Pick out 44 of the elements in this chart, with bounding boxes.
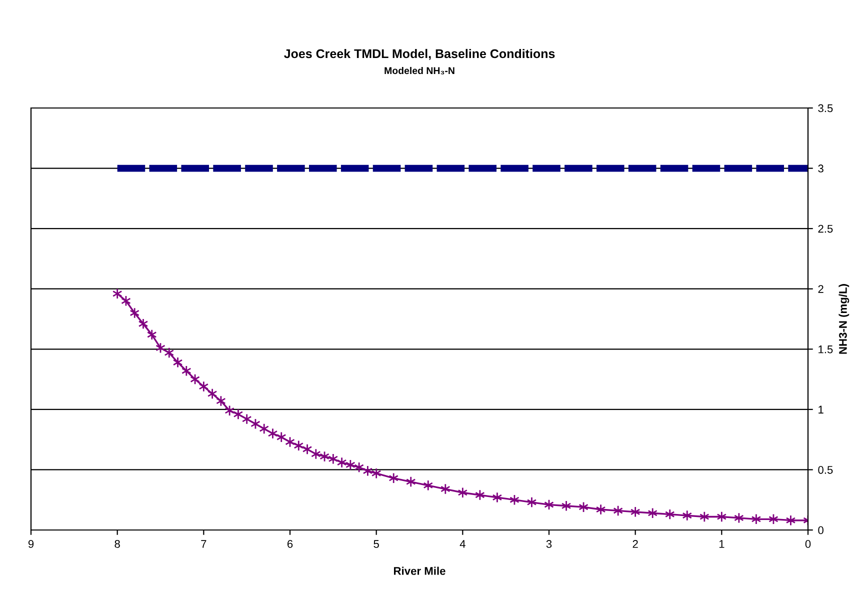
y-axis-title: NH3-N (mg/L) [838,284,850,354]
point [130,307,140,319]
point [242,414,252,425]
point [216,395,226,407]
point [734,512,744,524]
point [276,432,286,443]
x-tick-label: 0 [805,540,811,548]
point [682,510,692,522]
x-axis-title: River Mile [394,566,446,575]
point [561,500,572,512]
chart-subtitle: Modeled NH₃-N [384,66,454,74]
point [198,380,209,392]
point [146,329,157,340]
point [630,506,640,518]
x-tick-label: 1 [719,540,724,548]
point [346,459,356,470]
point [475,489,485,501]
x-tick-label: 4 [460,540,466,548]
x-tick-label: 9 [28,540,34,548]
y-tick-label: 0 [818,526,824,534]
point [294,440,304,452]
x-tick-label: 6 [287,540,293,548]
y-tick-label: 2 [818,285,824,293]
point [699,511,710,522]
point [362,465,373,476]
y-tick-label: 3.5 [818,104,833,112]
y-tick-label: 2.5 [818,224,833,233]
x-tick-label: 5 [374,540,379,548]
y-tick-label: 3 [818,164,824,172]
x-tick-label: 7 [201,540,206,548]
point [492,492,502,503]
y-tick-label: 1 [818,406,824,414]
point [440,483,450,495]
point [172,356,183,368]
point [596,504,606,516]
x-tick-label: 2 [632,540,638,548]
y-tick-label: 0.5 [818,466,833,474]
point [310,448,321,460]
y-tick-label: 1.5 [818,346,833,354]
point [336,456,347,468]
point [268,428,278,440]
x-tick-label: 8 [114,540,120,548]
x-tick-label: 3 [546,540,552,548]
chart-title: Joes Creek TMDL Model, Baseline Conditions [284,48,555,60]
